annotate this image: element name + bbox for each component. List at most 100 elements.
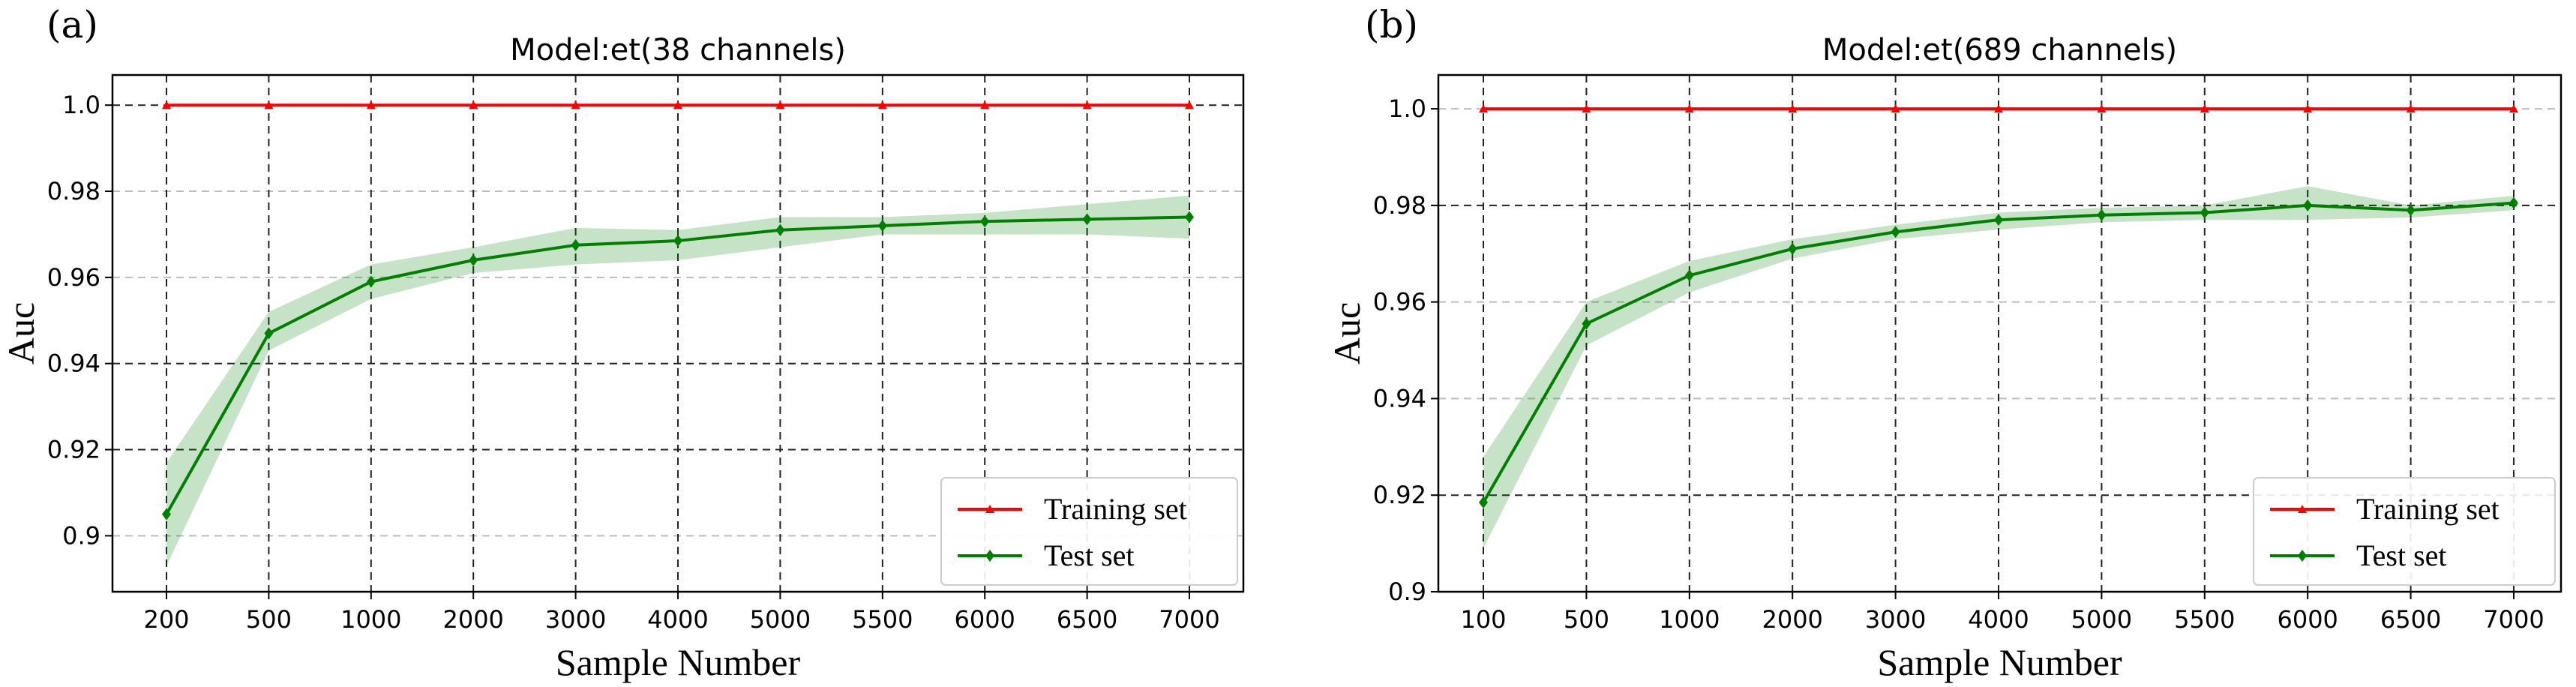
- data-point: [366, 275, 376, 288]
- data-point: [264, 327, 274, 340]
- data-point: [775, 224, 785, 236]
- data-point: [264, 100, 274, 110]
- data-point: [1788, 104, 1798, 113]
- x-tick-label: 2000: [442, 605, 503, 634]
- data-point: [1082, 100, 1092, 110]
- data-point: [980, 100, 990, 110]
- x-tick-label: 200: [143, 605, 189, 634]
- x-axis-label: Sample Number: [556, 641, 801, 683]
- legend-marker: [985, 505, 994, 513]
- data-point: [2303, 199, 2313, 212]
- data-point: [1891, 226, 1900, 238]
- y-tick-label: 0.96: [47, 263, 100, 292]
- y-axis-label: Auc: [0, 302, 42, 364]
- series-test-set: [162, 195, 1194, 566]
- data-point: [1185, 100, 1194, 110]
- legend-box: [940, 477, 1238, 586]
- y-tick-label: 0.94: [47, 350, 100, 378]
- chart-title: Model:et(689 channels): [1822, 33, 2177, 68]
- y-tick-label: 1.0: [62, 91, 100, 119]
- y-tick-label: 0.92: [1373, 481, 1426, 509]
- series-test-set: [1479, 186, 2518, 549]
- chart-panel-a: (a) Model:et(38 channels) 0.9 0.92 0.94 0.96 0…: [0, 3, 1245, 683]
- data-point: [877, 219, 887, 232]
- data-point: [1582, 317, 1591, 330]
- data-point: [1994, 214, 2003, 226]
- y-tick-label: 0.96: [1373, 288, 1426, 316]
- x-tick-label: 4000: [647, 605, 708, 634]
- data-point: [2200, 206, 2209, 219]
- data-point: [2097, 104, 2107, 113]
- x-tick-label: 3000: [545, 605, 606, 634]
- series-training-set: [162, 100, 1194, 110]
- data-point: [1185, 211, 1194, 224]
- data-point: [1684, 104, 1694, 113]
- x-axis-label: Sample Number: [1877, 641, 2122, 683]
- x-tick-label: 500: [1564, 605, 1609, 634]
- y-axis-label: Auc: [1326, 302, 1368, 364]
- data-point: [1479, 104, 1488, 113]
- data-point: [1684, 269, 1694, 282]
- x-tick-label: 6000: [2277, 605, 2338, 634]
- data-point: [2509, 104, 2518, 113]
- series-line: [165, 215, 1190, 515]
- legend-marker: [2298, 550, 2307, 562]
- legend-box: [2253, 477, 2556, 586]
- data-point: [2303, 104, 2313, 113]
- x-tick-label: 2000: [1762, 605, 1822, 634]
- data-point: [2509, 196, 2518, 209]
- x-tick-label: 100: [1460, 605, 1506, 634]
- x-tick-label: 6000: [954, 605, 1015, 634]
- y-tick-label: 0.9: [1388, 578, 1426, 606]
- data-point: [1994, 104, 2003, 113]
- x-tick-label: 1000: [1659, 605, 1720, 634]
- data-point: [877, 100, 887, 110]
- y-tick-label: 0.98: [1373, 191, 1426, 220]
- data-point: [2200, 104, 2209, 113]
- y-tick-label: 1.0: [1388, 94, 1426, 123]
- data-point: [980, 215, 990, 228]
- y-tick-label: 0.98: [47, 177, 100, 206]
- x-tick-label: 4000: [1968, 605, 2029, 634]
- legend-label: Test set: [2356, 538, 2447, 572]
- x-tick-label: 5500: [2174, 605, 2235, 634]
- legend-label: Training set: [2356, 492, 2500, 526]
- data-point: [469, 100, 478, 110]
- data-point: [1479, 496, 1488, 508]
- x-tick-label: 5000: [750, 605, 811, 634]
- y-tick-label: 0.94: [1373, 384, 1426, 412]
- data-point: [469, 254, 478, 266]
- data-point: [571, 238, 580, 251]
- legend-marker: [2298, 505, 2307, 513]
- x-tick-label: 7000: [1159, 605, 1219, 634]
- panel-label: (a): [46, 3, 98, 46]
- data-point: [1788, 242, 1798, 255]
- y-tick-label: 0.9: [62, 521, 100, 550]
- chart-panel-b: (b) Model:et(689 channels) 0.9 0.92 0.94 0.96…: [1326, 3, 2563, 683]
- x-tick-label: 5000: [2071, 605, 2132, 634]
- y-tick-label: 0.92: [47, 436, 100, 464]
- legend-label: Training set: [1044, 492, 1187, 526]
- data-point: [2406, 104, 2416, 113]
- confidence-band: [166, 195, 1189, 566]
- x-tick-label: 6500: [1057, 605, 1117, 634]
- legend-marker: [985, 550, 994, 562]
- x-tick-label: 7000: [2483, 605, 2544, 634]
- data-point: [162, 100, 171, 110]
- data-point: [571, 100, 580, 110]
- legend: Training set Test set: [940, 477, 1238, 586]
- data-point: [1582, 104, 1591, 113]
- data-point: [673, 235, 682, 248]
- data-point: [2406, 204, 2416, 217]
- panel-label: (b): [1365, 3, 1418, 46]
- data-point: [162, 508, 171, 520]
- x-tick-label: 1000: [340, 605, 401, 634]
- legend: Training set Test set: [2253, 477, 2556, 586]
- data-point: [673, 100, 682, 110]
- axes-frame: [1437, 74, 2563, 593]
- legend-label: Test set: [1044, 538, 1135, 572]
- x-tick-label: 6500: [2380, 605, 2441, 634]
- data-point: [1891, 104, 1900, 113]
- data-point: [775, 100, 785, 110]
